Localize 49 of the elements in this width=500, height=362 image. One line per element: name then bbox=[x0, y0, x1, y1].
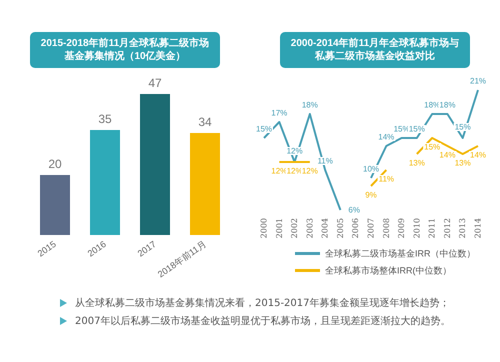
x-tick-label: 2007 bbox=[366, 218, 376, 238]
x-tick-label: 2000 bbox=[260, 218, 268, 238]
bar bbox=[40, 175, 70, 235]
x-tick-label: 2010 bbox=[412, 218, 422, 238]
data-label: 15% bbox=[408, 124, 425, 134]
data-label: 14% bbox=[470, 150, 486, 160]
legend-label: 全球私募二级市场基金IRR（中位数） bbox=[325, 248, 476, 258]
data-label: 10% bbox=[362, 164, 380, 174]
bar bbox=[90, 130, 120, 235]
data-label: 13% bbox=[454, 158, 471, 168]
data-label: 17% bbox=[271, 108, 288, 118]
chart-title: 2000-2014年前11月年全球私募市场与私募二级市场基金收益对比 bbox=[290, 37, 460, 62]
x-tick-label: 2002 bbox=[290, 218, 300, 238]
text: 2007年以后私募二级市场基金收益明显优于私募市场，且呈现差距逐渐拉大的趋势。 bbox=[75, 314, 450, 328]
data-label: 35 bbox=[98, 112, 112, 126]
x-tick-label: 2014 bbox=[474, 218, 482, 238]
data-label: 12% bbox=[302, 166, 318, 176]
x-tick-label: 2008 bbox=[382, 218, 391, 238]
data-label: 14% bbox=[378, 132, 394, 142]
x-tick-label: 2001 bbox=[274, 218, 284, 238]
bar bbox=[140, 94, 170, 235]
data-label: 18% bbox=[302, 100, 318, 110]
data-label: 13% bbox=[408, 158, 425, 168]
data-label: 15% bbox=[454, 122, 471, 132]
text: 从全球私募二级市场基金募集情况来看，2015-2017年募集金额呈现逐年增长趋势； bbox=[75, 296, 450, 310]
data-label: 14% bbox=[439, 150, 456, 160]
x-tick-label: 2011 bbox=[428, 218, 437, 238]
x-tick-label: 2013 bbox=[458, 218, 468, 238]
data-label: 20 bbox=[48, 157, 62, 171]
chart-title: 2015-2018年前11月全球私募二级市场基金募集情况（10亿美金） bbox=[40, 37, 210, 62]
data-label: 11% bbox=[378, 174, 394, 184]
bar bbox=[190, 133, 220, 235]
x-tick-label: 2004 bbox=[320, 218, 330, 238]
data-label: 15% bbox=[424, 142, 440, 152]
data-label: 6% bbox=[348, 206, 360, 214]
legend-label: 全球私募市场整体IRR(中位数） bbox=[325, 266, 452, 276]
data-label: 18% bbox=[439, 100, 456, 110]
data-label: 34 bbox=[198, 115, 212, 129]
data-label: 9% bbox=[365, 190, 377, 200]
data-label: 47 bbox=[148, 76, 162, 90]
data-label: 12% bbox=[286, 146, 303, 156]
data-label: 21% bbox=[470, 76, 486, 86]
x-tick-label: 2005 bbox=[336, 218, 345, 238]
data-label: 11% bbox=[317, 156, 333, 166]
x-tick-label: 2003 bbox=[305, 218, 314, 238]
x-tick-label: 2006 bbox=[351, 218, 360, 238]
data-label: 15% bbox=[256, 124, 272, 134]
x-tick-label: 2009 bbox=[397, 218, 406, 238]
x-tick-label: 2012 bbox=[442, 218, 452, 238]
